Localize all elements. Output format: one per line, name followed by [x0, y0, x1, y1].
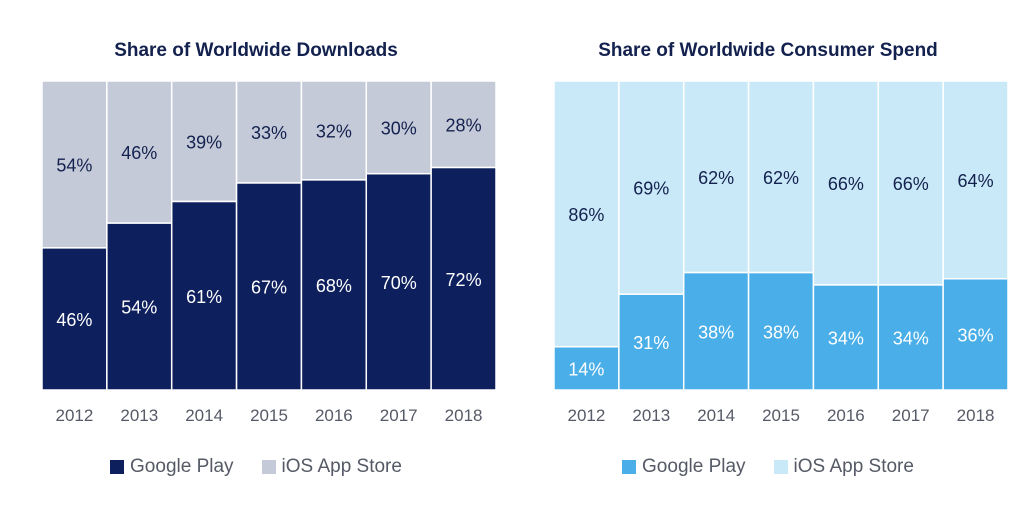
data-label-google-play: 61% [186, 287, 222, 307]
data-label-google-play: 70% [381, 273, 417, 293]
data-label-google-play: 68% [316, 276, 352, 296]
bar-google-play [430, 166, 497, 391]
bar-google-play [812, 284, 880, 391]
x-tick-label: 2018 [957, 406, 995, 425]
data-label-ios-app-store: 66% [828, 174, 864, 194]
downloads-chart: 54% 46% 2012 46% 54% 2013 39% 61% 2014 33% 67% 2015… [41, 80, 497, 425]
bar-ios-app-store [300, 80, 368, 181]
x-tick-label: 2013 [632, 406, 670, 425]
bar-ios-app-store [170, 80, 238, 203]
bar-ios-app-store [682, 80, 750, 274]
bar-google-play [877, 284, 944, 391]
x-tick-label: 2013 [120, 406, 158, 425]
legend: Google Play iOS App Store [512, 456, 1024, 478]
data-label-ios-app-store: 62% [698, 168, 734, 188]
x-tick-label: 2012 [568, 406, 606, 425]
x-tick-label: 2014 [697, 406, 735, 425]
bar-google-play [365, 172, 432, 391]
bar-ios-app-store [942, 80, 1009, 280]
chart-title: Share of Worldwide Downloads [114, 40, 398, 61]
data-label-ios-app-store: 54% [56, 155, 92, 175]
bar-google-play [41, 247, 108, 391]
bar-google-play [682, 271, 750, 391]
data-label-google-play: 36% [958, 325, 994, 345]
data-label-google-play: 72% [446, 270, 482, 290]
legend-item-google-play: Google Play [622, 456, 746, 478]
data-label-ios-app-store: 32% [316, 121, 352, 141]
x-tick-label: 2015 [762, 406, 800, 425]
x-tick-label: 2014 [185, 406, 223, 425]
bar-ios-app-store [365, 80, 432, 175]
data-label-google-play: 67% [251, 277, 287, 297]
bar-google-play [170, 200, 238, 391]
legend-item-ios-app-store: iOS App Store [261, 456, 402, 478]
data-label-ios-app-store: 46% [121, 143, 157, 163]
data-label-ios-app-store: 33% [251, 123, 287, 143]
data-label-google-play: 34% [828, 328, 864, 348]
data-label-google-play: 38% [698, 322, 734, 342]
data-label-ios-app-store: 62% [763, 168, 799, 188]
bar-google-play [618, 293, 685, 391]
data-label-ios-app-store: 69% [633, 179, 669, 199]
consumer-spend-chart-panel: Share of Worldwide Consumer Spend 86% 14%… [512, 0, 1024, 508]
data-label-ios-app-store: 64% [958, 171, 994, 191]
x-tick-label: 2016 [827, 406, 865, 425]
legend-label: iOS App Store [281, 456, 402, 477]
x-tick-label: 2016 [315, 406, 353, 425]
x-tick-label: 2017 [892, 406, 930, 425]
data-label-ios-app-store: 39% [186, 132, 222, 152]
bar-google-play [553, 345, 620, 391]
bar-google-play [747, 271, 815, 391]
legend-swatch [773, 460, 788, 474]
legend-swatch [110, 460, 125, 474]
data-label-google-play: 31% [633, 333, 669, 353]
x-tick-label: 2018 [445, 406, 483, 425]
legend-item-ios-app-store: iOS App Store [773, 456, 914, 478]
consumer-spend-chart: 86% 14% 2012 69% 31% 2013 62% 38% 2014 62% 38% 2015… [553, 80, 1009, 425]
legend-item-google-play: Google Play [110, 456, 234, 478]
bar-google-play [300, 179, 368, 391]
bar-google-play [235, 182, 303, 391]
x-tick-label: 2012 [56, 406, 94, 425]
data-label-google-play: 34% [893, 328, 929, 348]
data-label-ios-app-store: 28% [446, 115, 482, 135]
downloads-chart-panel: Share of Worldwide Downloads 54% 46% 2012 4… [0, 40, 512, 478]
legend-label: Google Play [130, 456, 234, 477]
bar-google-play [942, 278, 1009, 391]
chart-title: Share of Worldwide Consumer Spend [598, 40, 938, 61]
data-label-ios-app-store: 66% [893, 174, 929, 194]
data-label-google-play: 46% [56, 310, 92, 330]
data-label-google-play: 38% [763, 322, 799, 342]
bar-ios-app-store [235, 80, 303, 184]
data-label-google-play: 54% [121, 298, 157, 318]
x-tick-label: 2015 [250, 406, 288, 425]
legend-label: iOS App Store [793, 456, 914, 477]
data-label-ios-app-store: 30% [381, 118, 417, 138]
data-label-google-play: 14% [568, 359, 604, 379]
x-tick-label: 2017 [380, 406, 418, 425]
legend-swatch [261, 460, 276, 474]
data-label-ios-app-store: 86% [568, 205, 604, 225]
legend: Google Play iOS App Store [0, 456, 512, 478]
bar-ios-app-store [430, 80, 497, 169]
legend-label: Google Play [642, 456, 746, 477]
legend-swatch [622, 460, 637, 474]
